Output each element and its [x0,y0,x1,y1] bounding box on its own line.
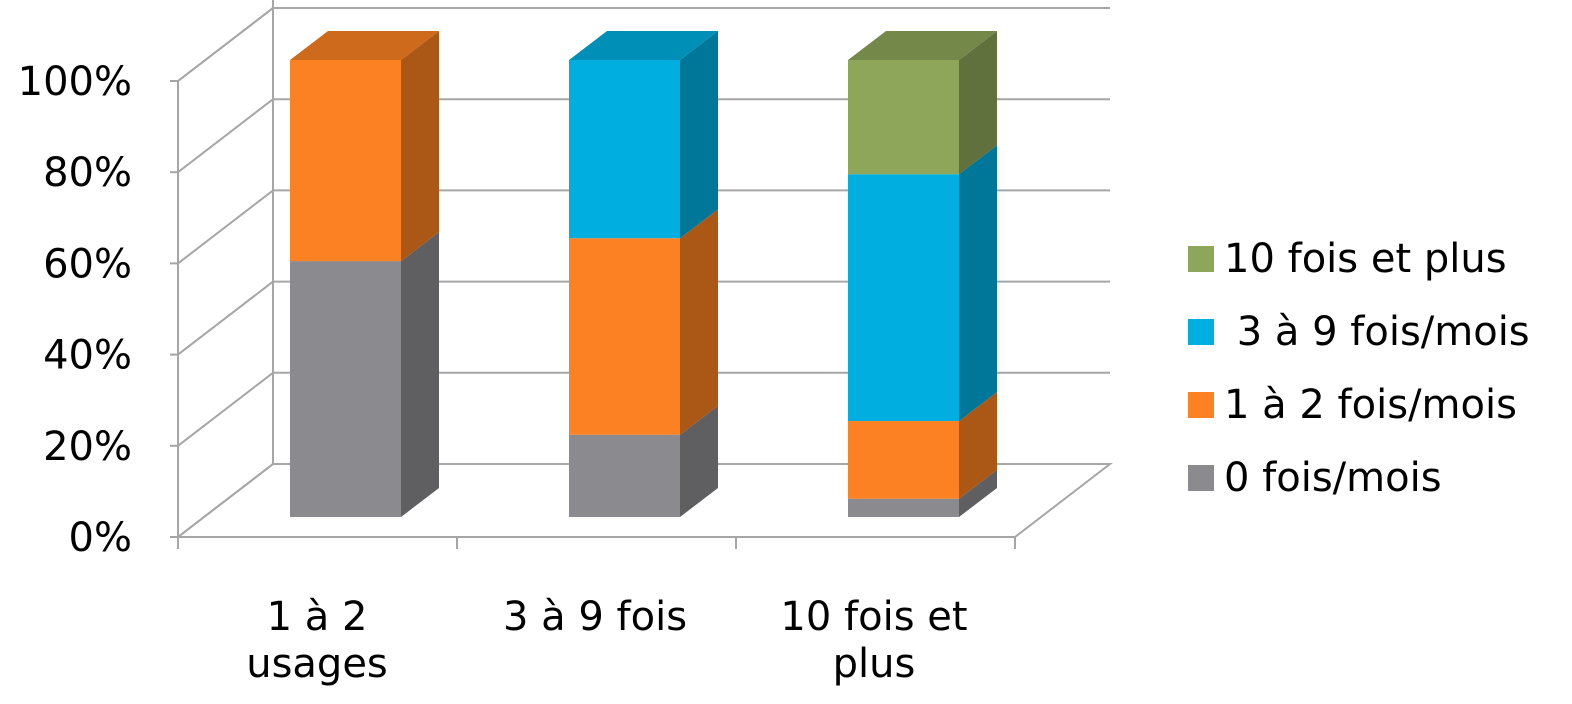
bar-side [401,232,439,517]
bar-segment [569,405,718,517]
legend-label: 1 à 2 fois/mois [1224,381,1517,428]
bar-side [680,209,718,435]
bar-side [959,392,997,499]
bar-segment [848,392,997,499]
bar-top [290,31,439,60]
legend: 10 fois et plus 3 à 9 fois/mois 1 à 2 foi… [1188,222,1530,514]
gridline-side [177,463,274,538]
bar-front [848,421,959,499]
y-tick-label: 100% [18,59,132,105]
x-category-label-line: 10 fois et [780,594,967,640]
gridline-side [177,280,274,356]
bar-segment [848,469,997,517]
bar-front [569,238,680,435]
legend-label: 3 à 9 fois/mois [1224,308,1530,355]
gridline-side [177,98,274,173]
bar-side [680,31,718,239]
gridline-side [177,189,274,265]
bar-segment [569,209,718,435]
bars [290,31,997,517]
axes [170,80,1016,549]
bar-segment [290,232,439,517]
bar-front [290,261,401,517]
bar-front [848,498,959,517]
legend-swatch [1188,245,1214,272]
bar-front [569,434,680,517]
bar-front [569,60,680,239]
bar-front [290,60,401,262]
bar-side [959,31,997,175]
x-category-label: 10 fois et plus [780,594,967,687]
bar-top [569,31,718,60]
bar-front [848,60,959,175]
x-category-label-line: 1 à 2 [267,594,368,640]
bar-segment [848,31,997,175]
y-tick-label: 0% [69,515,132,561]
legend-item: 10 fois et plus [1188,222,1530,295]
legend-item: 3 à 9 fois/mois [1188,295,1530,368]
bar-side [959,469,997,517]
x-category-labels: 1 à 2 usages 3 à 9 fois 10 fois et plus [246,594,967,687]
y-tick-label: 60% [43,241,132,287]
legend-swatch [1188,391,1214,418]
legend-swatch [1188,464,1214,491]
bar-side [401,31,439,262]
bar-segment [848,145,997,422]
x-category-label: 1 à 2 usages [246,594,388,687]
bar-front [848,174,959,422]
legend-item: 0 fois/mois [1188,441,1530,514]
x-category-label-line: 3 à 9 fois [503,594,687,640]
bar-segment [569,31,718,239]
x-category-label-line: plus [833,641,916,687]
legend-swatch [1188,318,1214,345]
bar-segment [290,31,439,262]
bar-side [959,145,997,422]
gridline-side [177,7,274,82]
legend-item: 1 à 2 fois/mois [1188,368,1530,441]
legend-label: 0 fois/mois [1224,454,1442,501]
gridline-side [177,372,274,447]
legend-label: 10 fois et plus [1224,235,1507,282]
bar-top [848,31,997,60]
y-tick-label: 20% [43,424,132,470]
bar-side [680,405,718,517]
y-tick-label: 80% [43,150,132,196]
x-category-label-line: usages [246,641,388,687]
y-tick-label: 40% [43,333,132,379]
y-tick-labels: 0% 20% 40% 60% 80% 100% [18,59,132,561]
x-category-label: 3 à 9 fois [503,594,687,640]
